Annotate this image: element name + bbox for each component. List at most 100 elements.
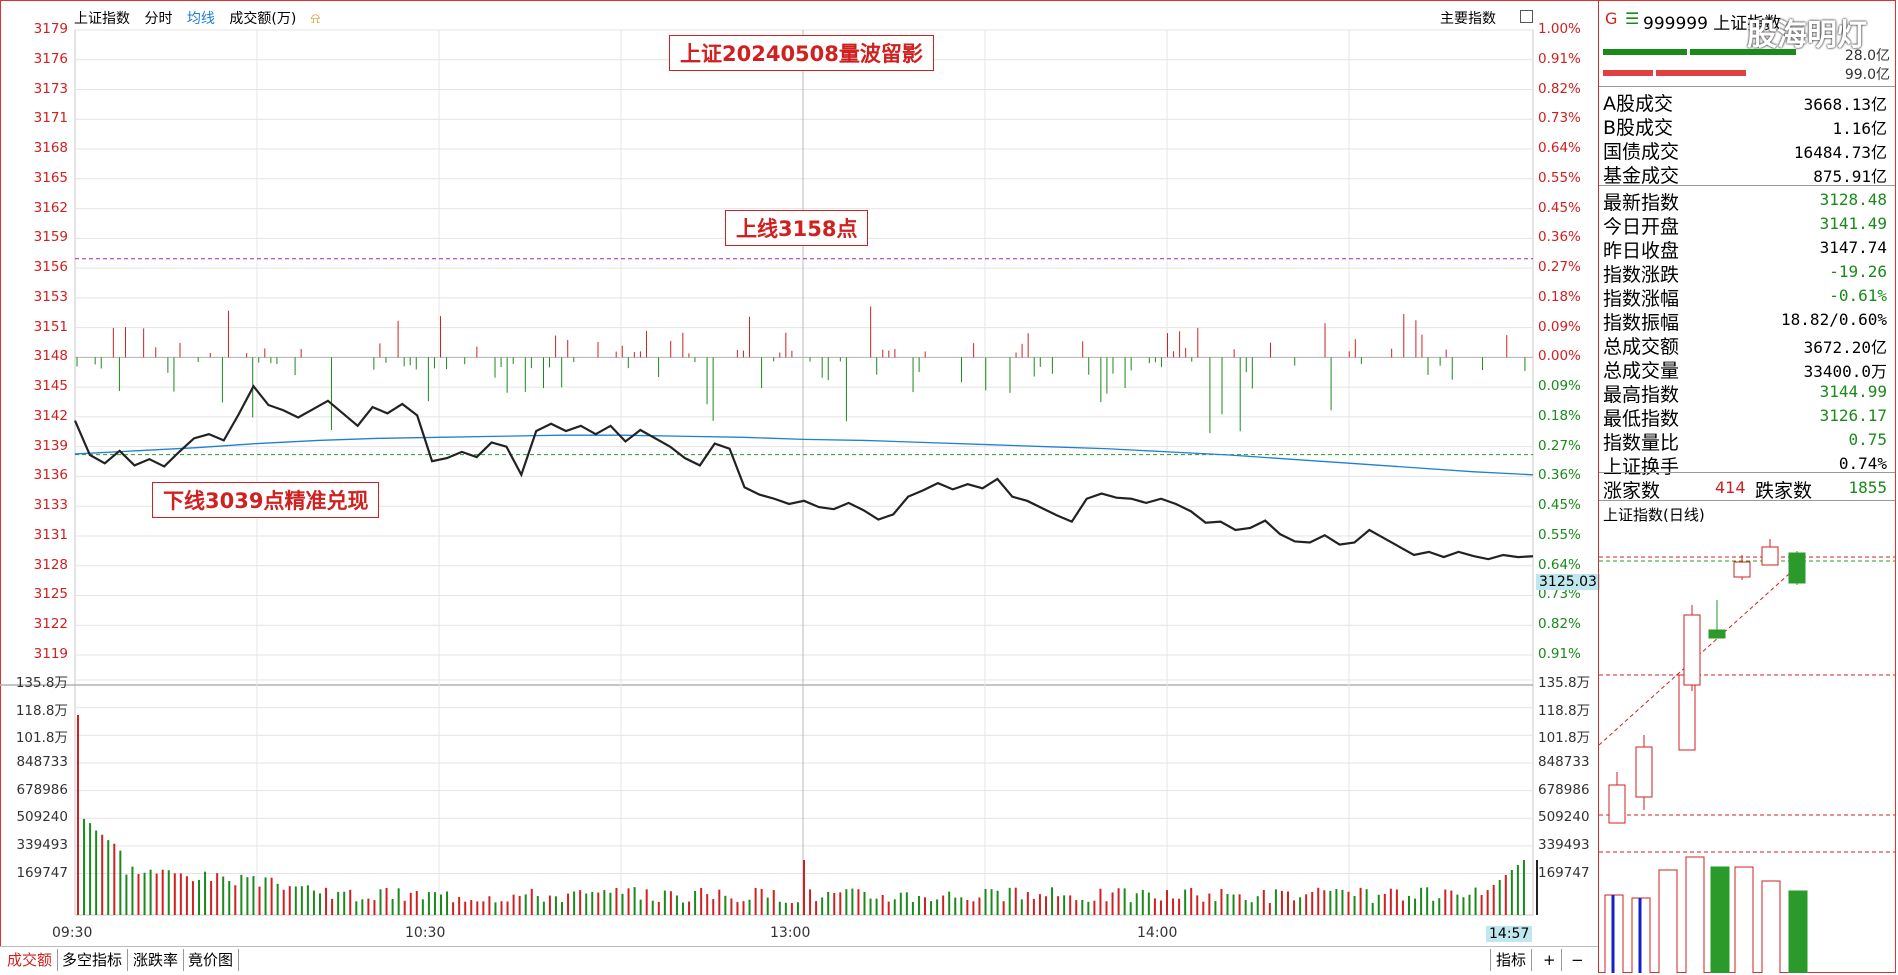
zoom-in-button[interactable]: + (1538, 949, 1562, 971)
price-tick-label: 3156 (33, 259, 68, 276)
index-row-value: 0.74% (1838, 454, 1887, 473)
panel-toggle-icon[interactable] (1520, 10, 1533, 23)
volume-tick-label: 509240 (16, 809, 68, 826)
index-row: 昨日收盘 3147.74 (1603, 236, 1891, 262)
zoom-out-button[interactable]: − (1571, 951, 1584, 969)
price-tick-label: 3176 (33, 50, 68, 67)
volume-tick-label-right: 118.8万 (1538, 702, 1591, 719)
trade-row-label: A股成交 (1603, 93, 1673, 115)
down-count-label: 跌家数 (1755, 480, 1813, 502)
mode-label[interactable]: 分时 (144, 11, 173, 27)
chart-header: 上证指数 分时 均线 成交额(万) ⍾ (74, 8, 330, 28)
time-tick-label: 10:30 (405, 925, 446, 941)
price-tick-label: 3159 (33, 229, 68, 246)
index-price-line (73, 384, 1534, 561)
index-row-label: 上证换手 (1603, 456, 1680, 478)
percent-tick-label: 0.55% (1538, 526, 1581, 543)
divider (1599, 86, 1895, 87)
index-row-value: -19.26 (1829, 262, 1887, 281)
daily-volume-bar (1658, 869, 1678, 973)
time-tick-label: 14:00 (1137, 925, 1178, 941)
index-row: 指数涨跌 -19.26 (1603, 260, 1891, 286)
tab-advance-decline[interactable]: 涨跌率 (128, 949, 185, 971)
index-row: 指数振幅 18.82/0.60% (1603, 308, 1891, 334)
mini-bar-red-1 (1603, 70, 1653, 76)
volume-label[interactable]: 成交额(万) (229, 11, 297, 27)
index-row: 指数涨幅 -0.61% (1603, 284, 1891, 310)
daily-candle-chart[interactable] (1599, 525, 1895, 973)
divider (1599, 500, 1895, 501)
daily-chart-title: 上证指数(日线) (1603, 506, 1705, 524)
percent-tick-label: 0.55% (1538, 169, 1581, 186)
volume-tick-label-right: 101.8万 (1538, 730, 1591, 747)
price-tick-label: 3173 (33, 80, 68, 97)
price-tick-label: 3128 (33, 556, 68, 573)
index-row-value: 3144.99 (1819, 382, 1887, 401)
percent-tick-label: 0.18% (1538, 407, 1581, 424)
trade-row-label: 国债成交 (1603, 141, 1680, 163)
volume-tick-label-right: 678986 (1538, 781, 1590, 798)
percent-tick-label: 0.91% (1538, 50, 1581, 67)
price-tick-label: 3148 (33, 348, 68, 365)
index-row-label: 今日开盘 (1603, 216, 1680, 238)
percent-tick-label: 0.45% (1538, 199, 1581, 216)
mini-bar-green-1 (1603, 49, 1687, 55)
daily-candle (1733, 561, 1751, 578)
trade-row-value: 875.91亿 (1813, 167, 1887, 186)
index-row: 最高指数 3144.99 (1603, 380, 1891, 406)
average-price-line (74, 434, 1534, 476)
index-row: 总成交量 33400.0万 (1603, 356, 1891, 382)
index-row: 总成交额 3672.20亿 (1603, 332, 1891, 358)
index-row-label: 指数振幅 (1603, 312, 1680, 334)
price-tick-label: 3133 (33, 497, 68, 514)
trade-row: B股成交 1.16亿 (1603, 113, 1891, 139)
price-tick-label: 3142 (33, 407, 68, 424)
index-title: 上证指数 (74, 11, 130, 27)
daily-candle (1678, 674, 1696, 751)
trade-row-label: 基金成交 (1603, 165, 1680, 187)
watermark: 股海明灯 (1747, 18, 1867, 53)
avg-line-label[interactable]: 均线 (186, 11, 215, 27)
divider (1599, 472, 1895, 473)
security-code: 999999 上证指数 (1643, 14, 1782, 34)
mini-bar-green-2 (1690, 49, 1796, 55)
index-row-value: 3126.17 (1819, 406, 1887, 425)
price-tick-label: 3151 (33, 318, 68, 335)
main-index-button[interactable]: 主要指数 (1440, 11, 1496, 27)
volume-tick-label: 848733 (16, 753, 68, 770)
percent-tick-label: 0.73% (1538, 586, 1581, 603)
trade-row-label: B股成交 (1603, 117, 1674, 139)
volume-tick-label: 135.8万 (15, 675, 68, 691)
breadth-row: 涨家数 414 跌家数 1855 (1603, 476, 1891, 502)
daily-candle (1635, 746, 1653, 798)
price-tick-label: 3153 (33, 288, 68, 305)
price-tick-label: 3122 (33, 616, 68, 633)
indicator-button[interactable]: 指标 (1490, 949, 1533, 971)
index-row: 最低指数 3126.17 (1603, 404, 1891, 430)
tab-long-short[interactable]: 多空指标 (57, 949, 129, 971)
price-tick-label: 3165 (33, 169, 68, 186)
price-tick-label: 3136 (33, 467, 68, 484)
tab-auction[interactable]: 竟价图 (183, 949, 240, 971)
intraday-chart[interactable]: 上证指数 分时 均线 成交额(万) ⍾ 主要指数 3179 3176 3173 317… (0, 0, 1600, 950)
price-tick-label: 3171 (33, 110, 68, 127)
percent-tick-label: 1.00% (1538, 21, 1581, 37)
time-tick-label: 09:30 (52, 925, 93, 941)
index-row-value: 3128.48 (1819, 190, 1887, 209)
percent-tick-label: 0.36% (1538, 229, 1581, 246)
daily-volume-bar (1685, 856, 1705, 973)
up-count-label: 涨家数 (1603, 480, 1661, 502)
mini-value-1: 28.0亿 (1844, 48, 1890, 64)
time-tick-label: 13:00 (770, 925, 811, 941)
volume-tick-label: 169747 (16, 864, 68, 881)
tab-turnover[interactable]: 成交额 (2, 949, 59, 971)
price-tick-label: 3162 (33, 199, 68, 216)
index-row-label: 昨日收盘 (1603, 240, 1680, 262)
index-row-label: 最高指数 (1603, 384, 1680, 406)
current-price-tag: 3125.03 (1536, 574, 1600, 590)
up-count: 414 (1715, 478, 1746, 497)
menu-icon[interactable]: ☰ (1625, 9, 1640, 28)
daily-candle (1683, 614, 1701, 686)
index-row-value: -0.61% (1829, 286, 1887, 305)
bell-icon[interactable]: ⍾ (310, 11, 321, 27)
